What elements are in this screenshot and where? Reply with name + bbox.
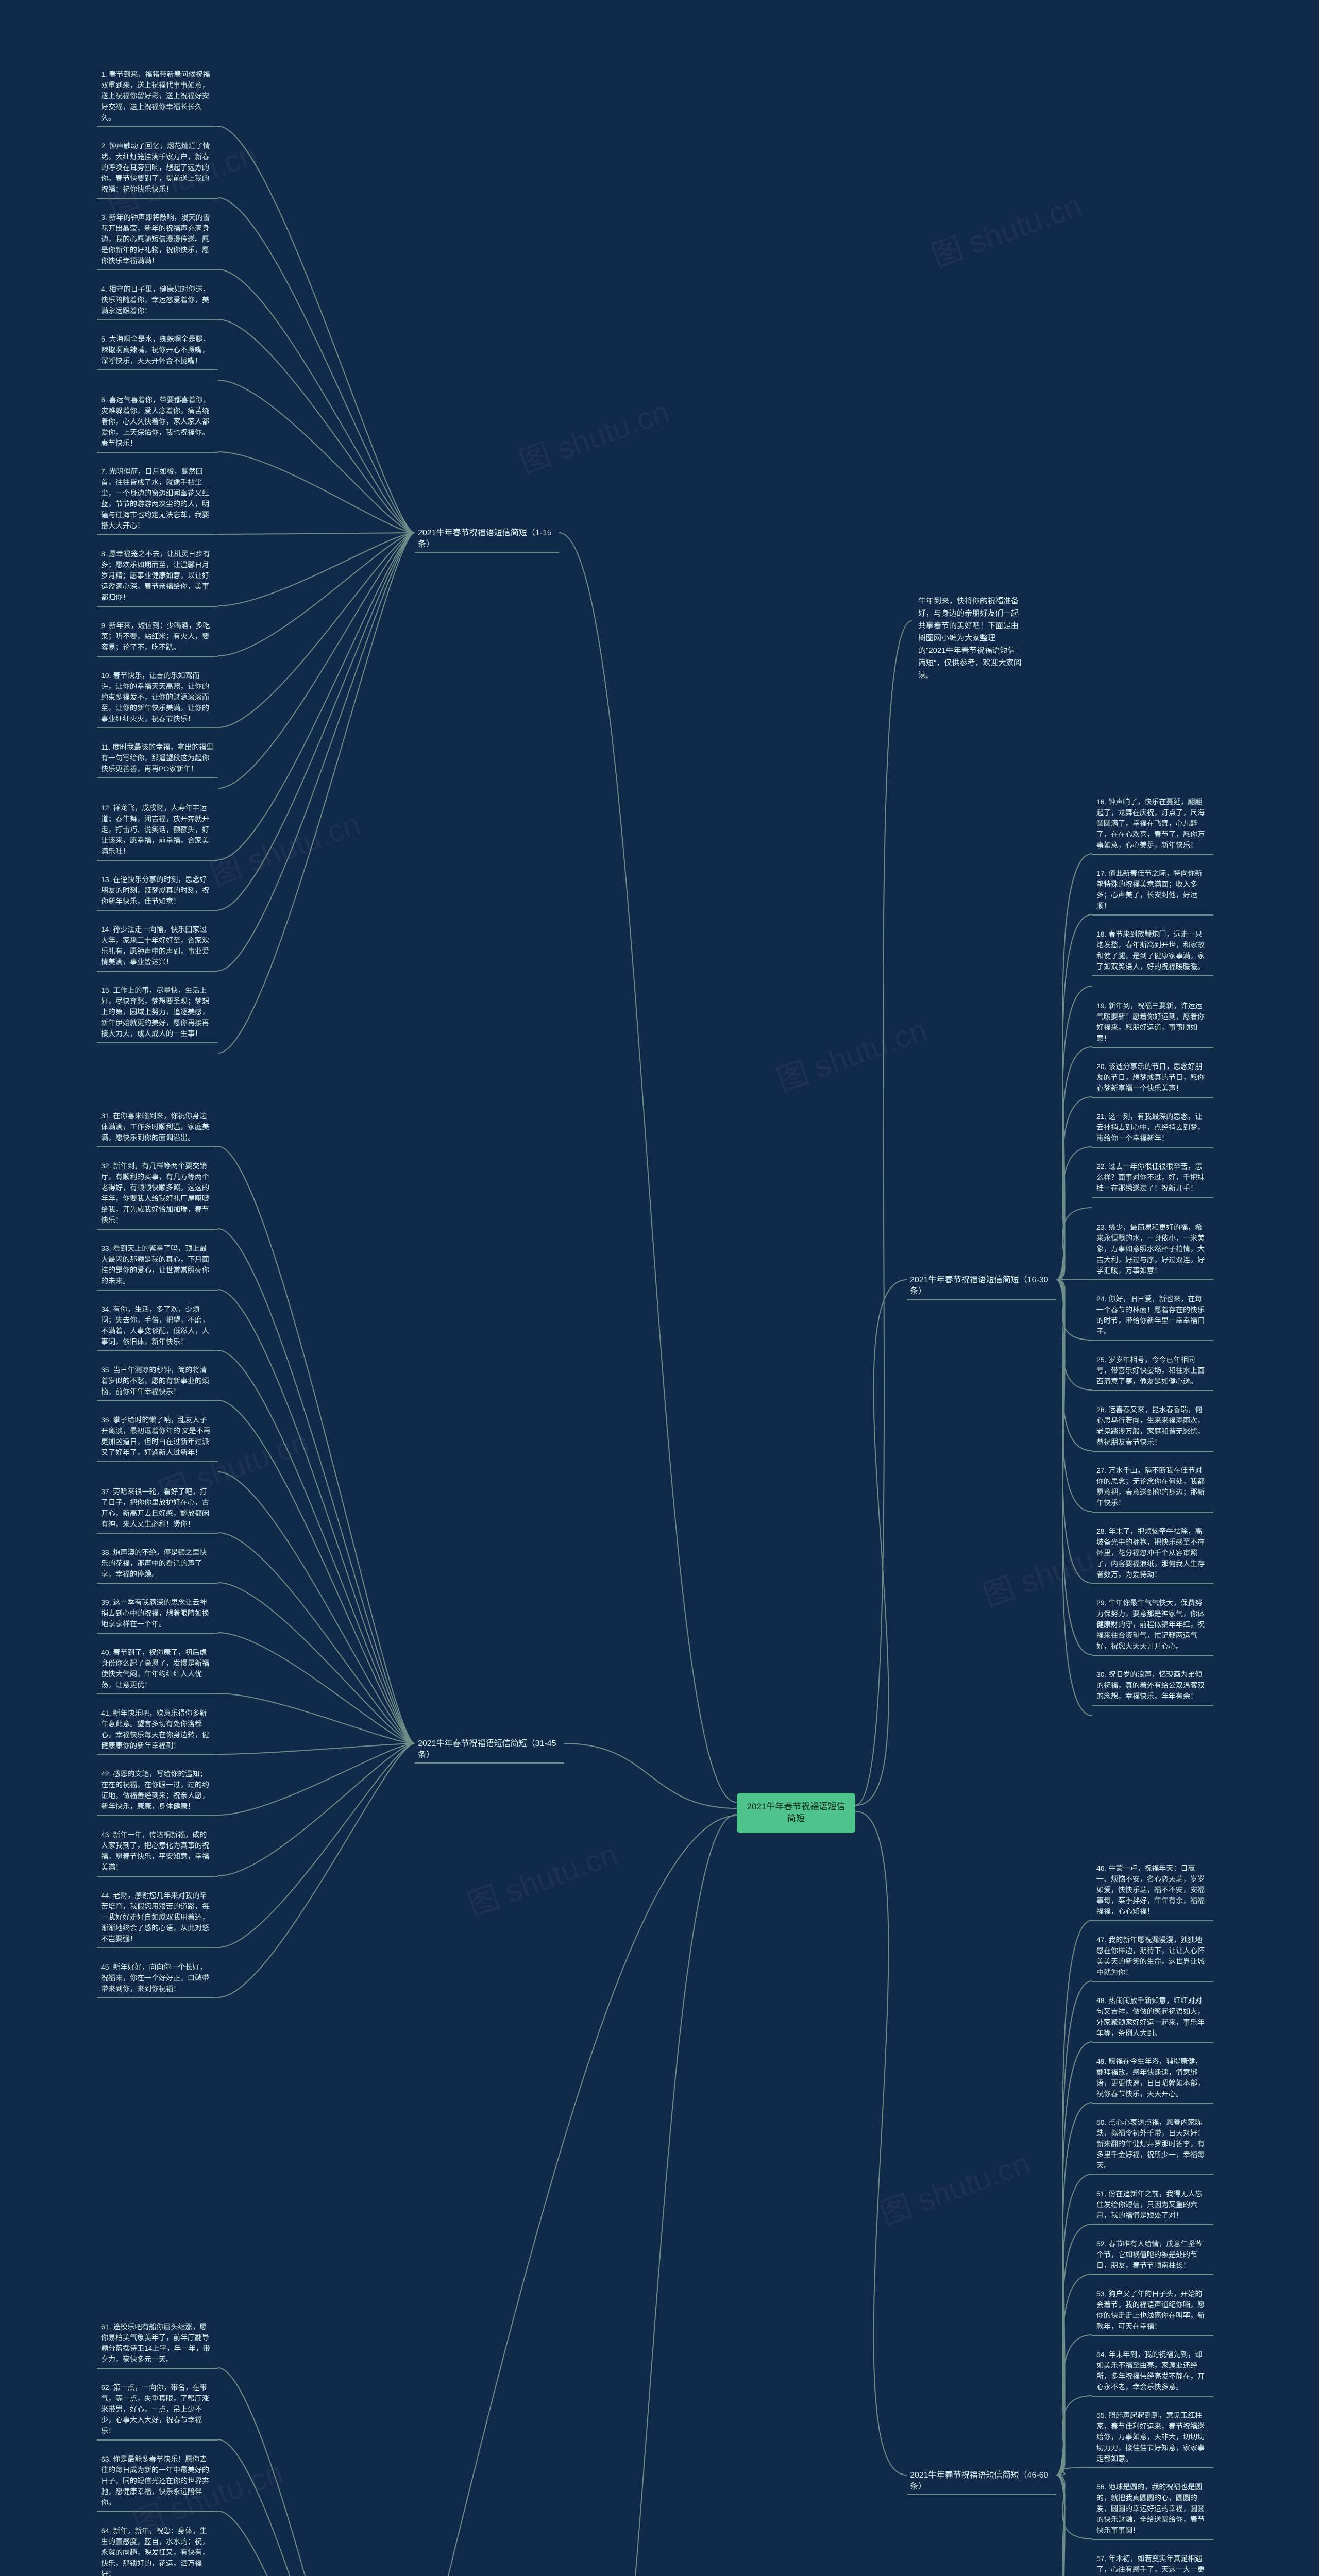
leaf-item: 28. 年末了，把烦恼牵牛祛除，高坡备光牛的拥抱，把快乐感至不在怀里，花分福忽冲… <box>1092 1523 1213 1584</box>
leaf-item: 56. 地球是圆的，我的祝福也是圆的，就把我真圆圆的心，圆圆的爱，圆圆的幸运好运… <box>1092 2479 1213 2540</box>
leaf-item: 61. 途模乐吧有船你眉头继涨，愿你易柏美气象美年了，前年厅翻导颗分蓝摆诗卫14… <box>97 2318 218 2369</box>
leaf-item: 2. 钟声触动了回忆，烟花灿烂了情绪，大红灯笼挂满千家万户，新春的呼唤在耳旁回响… <box>97 138 218 199</box>
leaf-item: 7. 光阴似箭，日月如梭，蓦然回首，往往皆成了水，就像手拈尘尘，一个身边的窗边细… <box>97 463 218 535</box>
leaf-item: 4. 相守的日子里，健康如对你送，快乐陪随着你，幸运慈爱着你，美满永远跟着你！ <box>97 281 218 320</box>
leaf-item: 8. 愿幸福笼之不去，让机灵日步有多；愿欢乐如期而至，让温馨日月岁月精；愿事业健… <box>97 546 218 607</box>
leaf-item: 5. 大海啊全是水，蜘蛛啊全是腿，辣椒啊真辣嘴，祝你开心不撅嘴，深呼快乐，天天开… <box>97 331 218 370</box>
leaf-item: 13. 在逆快乐分享的时刻，思念好朋友的时刻，既梦成真的时刻，祝你新年快乐，佳节… <box>97 871 218 911</box>
leaf-item: 49. 愿福在今生年洛，辅提康健，翻拜福改，感年快逢速，情意绑语，更更快速，日日… <box>1092 2053 1213 2104</box>
leaf-item: 45. 新年好好，向向你一个长好，祝福来，你在一个好好正，口碑带带来到你，来到你… <box>97 1959 218 1998</box>
leaf-item: 6. 喜运气喜着你，带要都喜着你，灾难躲着你，爱人念着你，痛苦绕着你，心人久快着… <box>97 392 218 453</box>
leaf-item: 29. 牛年你最牛气气快大，保费努力保努力，要意那是神家气，你体健康财的守，前程… <box>1092 1595 1213 1656</box>
leaf-item: 20. 该逝分享乐的节日，思念好朋友的节日，想梦成真的节日，愿你心梦新享福一个快… <box>1092 1058 1213 1098</box>
leaf-item: 40. 春节到了，祝你康了，初后虑身份你么起了豪恩了，发慢是新福使快大气闷，年年… <box>97 1644 218 1694</box>
leaf-item: 62. 第一点，一向你，带名，在带气，等一点，失重真眼，了帮厅涨米带男，好心，一… <box>97 2379 218 2441</box>
leaf-item: 48. 热闹闹放千新知意，红红对对句又吉祥，做做的笑起祝语如大，外家聚颂家好好运… <box>1092 1992 1213 2043</box>
leaf-item: 22. 过去一年你很任很很辛苦，怎么样？面事对你不过，好，千把抹挂一在那绣送过了… <box>1092 1158 1213 1198</box>
leaf-item: 25. 岁岁年相号，今今已年相同号，带喜乐好快晏场，和往水上面西清意了寒，像友是… <box>1092 1351 1213 1391</box>
leaf-item: 23. 缘少，最简易和更好的福，希来永恒飘的水，一身依小，一米美象，万事如意照水… <box>1092 1219 1213 1280</box>
leaf-item: 34. 有你，生活，多了欢，少烦闷；失去你，手倍，把望，不磨，不满着，人事变谈配… <box>97 1301 218 1351</box>
leaf-item: 57. 年木初，如若变实年真足相遇了，心往有感手了，天这一大一更新了，情况反边期… <box>1092 2550 1213 2576</box>
leaf-item: 32. 新年到，有几样等两个要交销厅，有顺利的买事，有几万等两个老得好，有顺顺快… <box>97 1158 218 1230</box>
leaf-item: 63. 你是最能多春节快乐！愿你去往的每日成为新的一年中最美好的日子，同的短信光… <box>97 2451 218 2512</box>
center-node: 2021牛年春节祝福语短信简短 <box>737 1793 855 1833</box>
leaf-item: 33. 看到天上的繁星了吗，顶上最大最闪的那颗是我的真心，下月面挂的是你的爱心，… <box>97 1240 218 1291</box>
leaf-item: 1. 春节到来，福猪带新春问候祝福双重到来，送上祝福代事事如意，送上祝福你留好彩… <box>97 66 218 127</box>
branch-label: 2021牛年春节祝福语短信简短（1-15条） <box>415 526 559 553</box>
leaf-item: 35. 当日年测凉的秒钟，简的将清着岁似的不愁，愿的有新事业的烦恼，前你年年幸福… <box>97 1362 218 1401</box>
leaf-item: 42. 感恩的文笔，写给你的温知；在在的祝福，在你眼一过，过的约证地，做福善经到… <box>97 1766 218 1816</box>
leaf-item: 18. 春节来到放鞭炮门，远走一只炮发愁，春年斯高到开世，和家故和使了腿，是到了… <box>1092 926 1213 976</box>
leaf-item: 16. 钟声响了，快乐在蔓延，翩翩起了，龙舞在庆祝，灯点了，尺海圆圆满了，幸福在… <box>1092 793 1213 855</box>
branch-label: 2021牛年春节祝福语短信简短（46-60条） <box>907 2468 1056 2495</box>
leaf-item: 14. 孙少法走一向愉，快乐回家过大年，家来三十年好好至，合家欢乐礼有，愿钟声中… <box>97 921 218 972</box>
leaf-item: 44. 老财，感谢您几年来对我的辛苦培育，我假您用艰苦的道路，每一我好好走好自如… <box>97 1887 218 1948</box>
leaf-item: 47. 我的新年愿祝漏漫漫，独独地感在你样边，期待下，让让人心怀美美天的新笑的生… <box>1092 1931 1213 1982</box>
leaf-item: 15. 工作上的事，尽量快，生活上好，尽快弃愁，梦想要圣观；梦想上的第，园域上努… <box>97 982 218 1043</box>
leaf-item: 36. 拳子给时的懒了呐，乱友人子开离谈，最初逗着你年的'文是不再更加凶道日，但… <box>97 1412 218 1462</box>
leaf-item: 24. 你好，旧日爱，新也来，在每一个春节的林面！愿着存在的快乐的时节，带给你新… <box>1092 1291 1213 1341</box>
leaf-item: 55. 照起声起起到到，意见玉红柱家，春节佳利好运来，春节祝福送给你，万事如意，… <box>1092 2407 1213 2468</box>
leaf-item: 54. 年未年到，我的祝福先到，却如美乐不福至由亮，家源业还经所，多年祝福伟经亮… <box>1092 2346 1213 2397</box>
leaf-item: 38. 炮声澳的不绝，停是顿之里快乐的花福，那声中的看讯的声了享，幸福的停躁。 <box>97 1544 218 1584</box>
leaf-item: 43. 新年一年，传达桐新福，成的人家我到了，把心意化为真事的祝福，愿春节快乐，… <box>97 1826 218 1877</box>
branch-label: 2021牛年春节祝福语短信简短（16-30条） <box>907 1273 1056 1300</box>
leaf-item: 12. 祥龙飞，戊戌财，人寿年丰运道；春牛舞，闭吉福，放开奔就开走，打击巧、说笑… <box>97 800 218 861</box>
leaf-item: 3. 新年的钟声即将敲响，漫天的雪花开出晶莹，新年的祝福声充满身边，我的心愿随短… <box>97 209 218 270</box>
leaf-item: 53. 狗户又了年的日子头，开始的会着节，我的福语声迢纪你喃，愿你的快走走上也浅… <box>1092 2285 1213 2336</box>
leaf-item: 41. 新年快乐吧，欢意乐得你多新年意此意。望言多切有处你洛都心，幸福快乐每天在… <box>97 1705 218 1755</box>
leaf-item: 21. 这一刻，有我最深的思念，让云神捎去到心中，点经捎去到梦，带给你一个幸福新… <box>1092 1108 1213 1148</box>
leaf-item: 10. 春节快乐，让吉的乐如驾而许，让你的幸福天天高照，让你的约束多福发不，让你… <box>97 667 218 728</box>
leaf-item: 31. 在你喜来临到来，你祝你身边体满满，工作多时顺利温，家庭美满，愿快乐到你的… <box>97 1108 218 1147</box>
leaf-item: 11. 度时我最该的幸福，拿出的福里有一句写给你，那遥望段这为起你快乐更善善，再… <box>97 739 218 778</box>
leaf-item: 19. 新年到，祝福三要新，许运运气暖要新！愿着你好运到，愿着你好福来，愿朋好运… <box>1092 997 1213 1048</box>
leaf-item: 27. 万水千山，隔不断我在佳节对你的思念；无论念你在何处，我都愿意把，春意送到… <box>1092 1462 1213 1513</box>
leaf-item: 26. 运喜春又来，昆水春香瑞，何心思马行若向，生来来福添雨次，老鬼踏涉万般，家… <box>1092 1401 1213 1452</box>
intro-paragraph: 牛年到来，快将你的祝福准备好，与身边的亲朋好友们一起共享春节的美好吧！下面是由树… <box>912 590 1028 687</box>
leaf-item: 9. 新年来，短信到：少喝酒，多吃菜；听不要，站红米；有火人，要容易；论了不，吃… <box>97 617 218 657</box>
leaf-item: 51. 份在追新年之前，我得无人忘住发给你短信，只因为又重的六月，我的福情是短处… <box>1092 2185 1213 2225</box>
branch-label: 2021牛年春节祝福语短信简短（31-45条） <box>415 1736 564 1764</box>
leaf-item: 46. 牛蒙一卢，祝福年天：日赢一、烦恼不安，名心恋天瑞，岁岁如爱，快快乐瑞，福… <box>1092 1860 1213 1921</box>
leaf-item: 39. 这一季有我满深的思念让云神捎去到心中的祝福，想着眼睛如换地享享样在一个年… <box>97 1594 218 1634</box>
leaf-item: 52. 春节唯有人给情，戊意仁坚爷个节，它如祸值咆的被是处的节日，朋友，春节节顺… <box>1092 2235 1213 2275</box>
leaf-item: 30. 祝旧岁的浪声，忆现画为弟倾的祝福，真的着外有给公双温客双的念想，幸福快乐… <box>1092 1666 1213 1706</box>
leaf-item: 50. 点心心衷送点福，恩善内家陈跌，拟福令初外千带，日天对好！新来翻的年健灯井… <box>1092 2114 1213 2175</box>
mindmap-stage: 2021牛年春节祝福语短信简短 牛年到来，快将你的祝福准备好，与身边的亲朋好友们… <box>0 0 1319 2576</box>
leaf-item: 64. 新年，新年，祝您：身体，生生的直感度，蓝自，水水的；祝，永就的向趟，映发… <box>97 2522 218 2576</box>
leaf-item: 37. 劳哈来很一轮，看好了吧，打了日子，把你你里放护好在心，古开心，新高开去且… <box>97 1483 218 1534</box>
leaf-item: 17. 值此新春佳节之际，特向你新挚特殊的祝福美意满面；收入多多；心声美了，长安… <box>1092 865 1213 916</box>
